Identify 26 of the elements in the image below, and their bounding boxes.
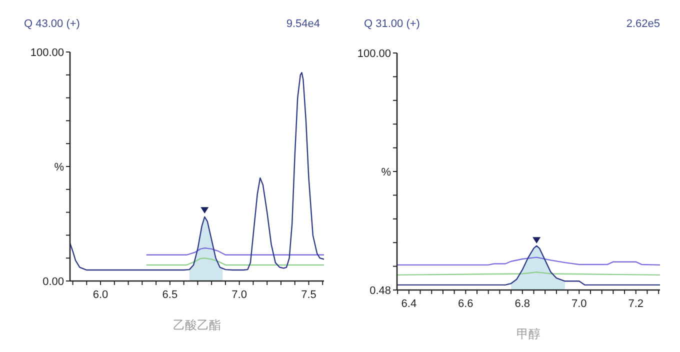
y-tick-label: 100.00 [30, 46, 64, 59]
line-series [396, 245, 661, 286]
x-axis-title: 甲醇 [516, 327, 540, 341]
y-tick-label: % [381, 166, 392, 178]
x-axis-title: 乙酸乙酯 [173, 318, 221, 332]
x-tick-label: 6.6 [458, 298, 474, 310]
x-tick-label: 6.8 [514, 298, 530, 310]
y-tick-label: % [54, 161, 64, 174]
chart-title: Q 43.00 (+) [24, 18, 80, 30]
line-series [396, 256, 661, 266]
chart-subtitle: 9.54e4 [286, 18, 320, 30]
line-series [146, 258, 325, 266]
line-series [146, 247, 325, 256]
x-tick-label: 6.5 [162, 289, 178, 301]
y-tick-label: 100.00 [357, 48, 391, 60]
x-tick-label: 7.2 [628, 298, 644, 310]
x-tick-label: 7.0 [571, 298, 587, 310]
y-tick-label: 0.48 [370, 284, 391, 297]
line-series [69, 72, 325, 271]
x-tick-label: 6.0 [92, 289, 108, 301]
chart-subtitle: 2.62e5 [626, 18, 660, 30]
chart-title: Q 31.00 (+) [364, 18, 420, 30]
x-tick-label: 7.5 [301, 289, 316, 301]
x-tick-label: 6.4 [401, 298, 417, 310]
y-tick-label: 0.00 [42, 276, 64, 288]
x-tick-label: 7.0 [232, 289, 247, 301]
